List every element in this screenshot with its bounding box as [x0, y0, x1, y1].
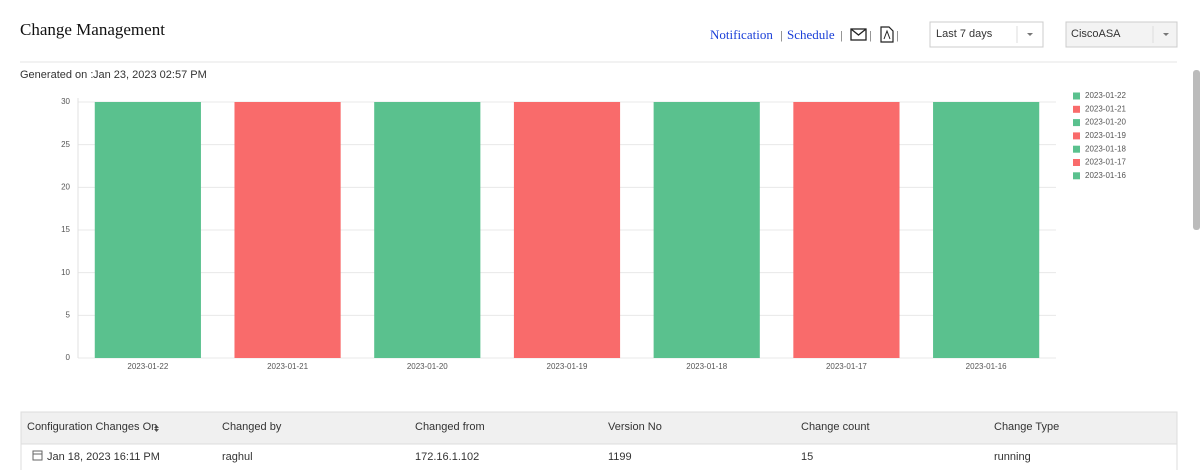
x-tick-label: 2023-01-16: [966, 362, 1007, 371]
legend-swatch: [1073, 132, 1080, 140]
table-cell: 1199: [608, 451, 632, 463]
table-header: [20, 411, 1178, 445]
bar: [793, 102, 900, 358]
bar: [234, 102, 341, 358]
y-tick-label: 15: [61, 225, 70, 234]
notification-link[interactable]: Notification: [710, 27, 773, 42]
legend-label: 2023-01-21: [1085, 104, 1126, 113]
y-tick-label: 5: [66, 310, 71, 319]
y-tick-label: 25: [61, 140, 70, 149]
table-cell: Jan 18, 2023 16:11 PM: [47, 451, 160, 463]
generated-label: Generated on :: [20, 69, 93, 81]
legend-label: 2023-01-18: [1085, 144, 1126, 153]
calendar-icon: [32, 450, 43, 461]
separator: |: [780, 30, 783, 42]
schedule-link[interactable]: Schedule: [787, 27, 835, 42]
legend-label: 2023-01-20: [1085, 118, 1126, 127]
x-tick-label: 2023-01-21: [267, 362, 308, 371]
legend-swatch: [1073, 172, 1080, 180]
x-tick-label: 2023-01-20: [407, 362, 448, 371]
period-value: Last 7 days: [936, 28, 993, 40]
y-tick-label: 10: [61, 268, 70, 277]
table-cell: raghul: [222, 451, 253, 463]
bar: [933, 102, 1040, 358]
y-tick-label: 20: [61, 182, 70, 191]
table-cell: 172.16.1.102: [415, 451, 479, 463]
bar: [374, 102, 481, 358]
legend-swatch: [1073, 145, 1080, 153]
column-header: Change Type: [994, 421, 1059, 433]
mail-icon[interactable]: [850, 28, 867, 41]
sort-icon[interactable]: [154, 425, 159, 432]
column-header: Changed by: [222, 421, 282, 433]
separator: |: [840, 30, 843, 42]
legend-label: 2023-01-22: [1085, 91, 1126, 100]
legend-swatch: [1073, 119, 1080, 127]
x-tick-label: 2023-01-22: [127, 362, 168, 371]
column-header: Configuration Changes On: [27, 421, 157, 433]
period-dropdown[interactable]: [929, 21, 1044, 48]
legend-label: 2023-01-19: [1085, 131, 1126, 140]
table-cell: running: [994, 451, 1031, 463]
x-tick-label: 2023-01-19: [547, 362, 588, 371]
legend-swatch: [1073, 159, 1080, 166]
legend-label: 2023-01-17: [1085, 158, 1126, 167]
separator: |: [896, 30, 899, 42]
legend-label: 2023-01-16: [1085, 171, 1126, 180]
y-tick-label: 0: [66, 353, 71, 362]
generated-value: Jan 23, 2023 02:57 PM: [93, 69, 207, 81]
x-tick-label: 2023-01-18: [686, 362, 727, 371]
column-header: Change count: [801, 421, 870, 433]
chart: 0 5 10 15 20 25 30 2023-01-22 2023-01-22 2023-01-…: [61, 91, 1126, 371]
page-title: Change Management: [20, 20, 165, 39]
legend-swatch: [1073, 105, 1080, 113]
bar: [94, 102, 201, 358]
table-cell: 15: [801, 451, 813, 463]
y-tick-label: 30: [61, 97, 70, 106]
device-value: CiscoASA: [1071, 28, 1121, 40]
separator: |: [869, 30, 872, 42]
column-header: Changed from: [415, 421, 485, 433]
column-header: Version No: [608, 421, 662, 433]
scrollbar[interactable]: [1193, 70, 1200, 230]
device-dropdown[interactable]: [1065, 21, 1178, 48]
table: Configuration Changes On Changed by Change…: [27, 421, 1059, 463]
bar: [513, 102, 621, 358]
pdf-icon[interactable]: [880, 26, 894, 43]
legend-swatch: [1073, 92, 1080, 100]
x-tick-label: 2023-01-17: [826, 362, 867, 371]
bar: [653, 102, 760, 358]
